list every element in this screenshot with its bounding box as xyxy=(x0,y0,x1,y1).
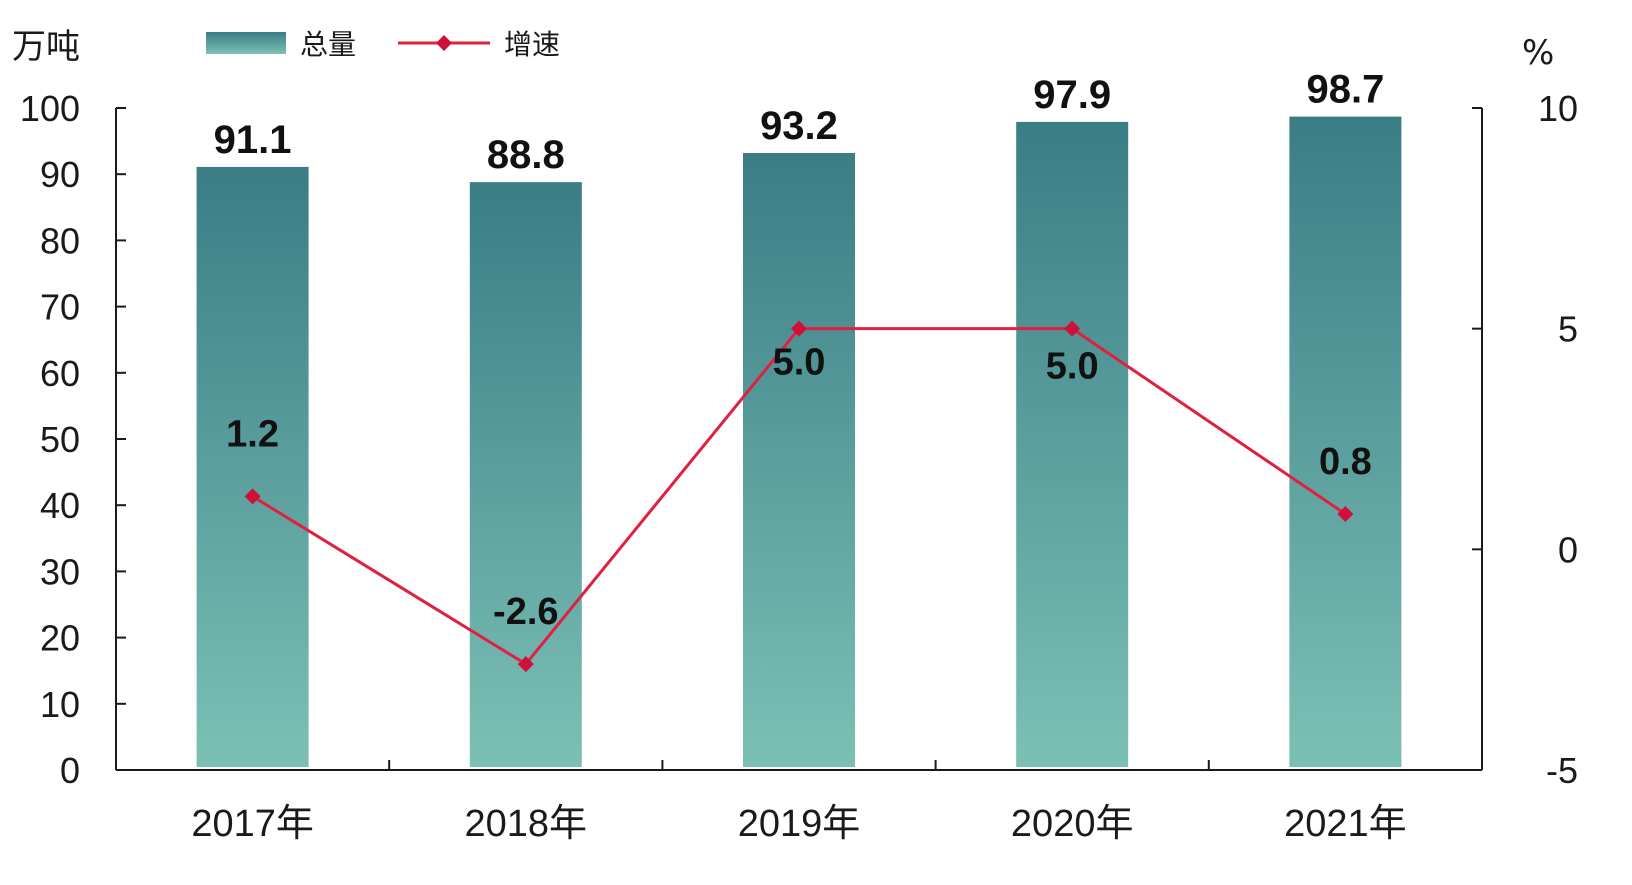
legend-bar-label: 总量 xyxy=(300,28,356,61)
left-tick-label: 80 xyxy=(40,220,80,261)
left-tick-label: 0 xyxy=(60,750,80,791)
bar xyxy=(469,182,582,768)
left-axis: 0 10 20 30 40 50 60 70 80 90 100 xyxy=(20,88,126,791)
bar-value-label: 88.8 xyxy=(487,133,565,177)
line-value-label: 0.8 xyxy=(1319,441,1372,483)
legend-bar-swatch xyxy=(206,32,286,54)
x-axis: 2017年 2018年 2019年 2020年 2021年 xyxy=(116,760,1482,845)
line-point xyxy=(1064,320,1081,337)
line-point xyxy=(1337,506,1354,523)
x-tick-label: 2017年 xyxy=(191,803,314,845)
bar-value-label: 91.1 xyxy=(214,118,292,162)
left-tick-label: 100 xyxy=(20,88,80,129)
bar xyxy=(1289,116,1402,767)
bar-value-label: 97.9 xyxy=(1033,73,1111,117)
right-tick-label: 0 xyxy=(1558,529,1578,570)
left-tick-label: 50 xyxy=(40,419,80,460)
line-value-label: 5.0 xyxy=(1046,346,1099,388)
right-tick-label: 5 xyxy=(1558,309,1578,350)
left-tick-label: 10 xyxy=(40,684,80,725)
line-series: 1.2 -2.6 5.0 5.0 0.8 xyxy=(226,320,1372,673)
x-tick-label: 2018年 xyxy=(465,803,588,845)
bar xyxy=(742,153,856,768)
left-tick-label: 60 xyxy=(40,353,80,394)
line-point xyxy=(517,656,534,673)
line-point xyxy=(791,320,807,337)
legend-line-marker xyxy=(436,35,452,51)
right-tick-label: -5 xyxy=(1546,750,1578,791)
bar-series: 91.1 88.8 93.2 97.9 98.7 xyxy=(196,68,1402,768)
bar-value-label: 98.7 xyxy=(1306,68,1384,112)
x-tick-label: 2019年 xyxy=(738,803,861,845)
right-tick-label: 10 xyxy=(1538,88,1578,129)
x-tick-label: 2020年 xyxy=(1011,803,1134,845)
line-point xyxy=(244,488,261,505)
bar xyxy=(196,166,309,768)
bar-value-label: 93.2 xyxy=(760,104,838,148)
line-value-label: 5.0 xyxy=(773,342,826,384)
left-tick-label: 90 xyxy=(40,154,80,195)
bar xyxy=(1016,121,1129,768)
left-tick-label: 20 xyxy=(40,618,80,659)
left-axis-unit: 万吨 xyxy=(12,27,80,67)
line-value-label: -2.6 xyxy=(493,591,558,633)
right-axis-unit: % xyxy=(1522,33,1554,73)
left-tick-label: 70 xyxy=(40,287,80,328)
right-axis: -5 0 5 10 xyxy=(1472,88,1578,791)
left-tick-label: 40 xyxy=(40,485,80,526)
legend-line-label: 增速 xyxy=(504,28,560,61)
left-tick-label: 30 xyxy=(40,551,80,592)
line-value-label: 1.2 xyxy=(226,413,279,455)
x-tick-label: 2021年 xyxy=(1284,803,1407,845)
legend: 总量 增速 xyxy=(206,28,560,61)
